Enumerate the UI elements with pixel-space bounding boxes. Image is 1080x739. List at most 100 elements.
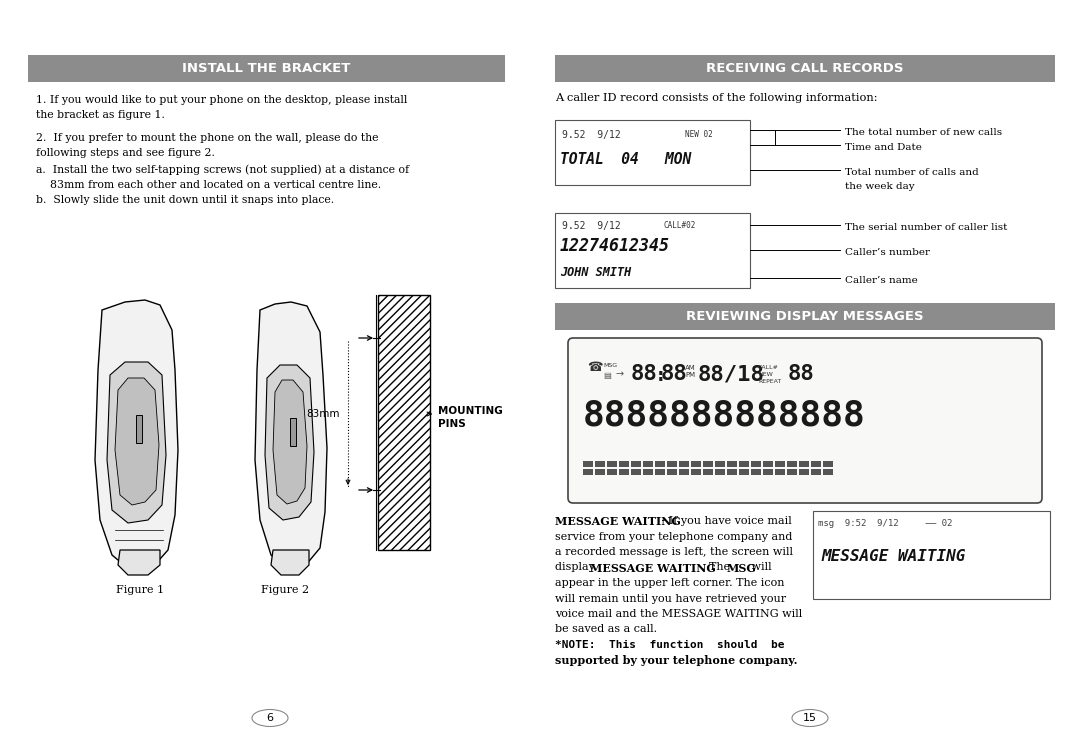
Text: →: → [615, 369, 623, 379]
FancyBboxPatch shape [799, 461, 809, 467]
Text: PINS: PINS [438, 419, 465, 429]
Text: PM: PM [685, 372, 696, 378]
Text: supported by your telephone company.: supported by your telephone company. [555, 655, 797, 667]
FancyBboxPatch shape [679, 461, 689, 467]
Text: the bracket as figure 1.: the bracket as figure 1. [36, 111, 165, 120]
Text: following steps and see figure 2.: following steps and see figure 2. [36, 149, 215, 158]
Polygon shape [114, 378, 159, 505]
Text: 9.52  9/12: 9.52 9/12 [562, 130, 621, 140]
Polygon shape [95, 300, 178, 570]
Polygon shape [265, 365, 314, 520]
Text: CALL#02: CALL#02 [663, 221, 696, 230]
FancyBboxPatch shape [654, 469, 665, 475]
Text: msg  9:52  9/12     —— 02: msg 9:52 9/12 —— 02 [818, 519, 953, 528]
Text: Figure 1: Figure 1 [116, 585, 164, 595]
FancyBboxPatch shape [595, 469, 605, 475]
FancyBboxPatch shape [727, 461, 737, 467]
Text: REVIEWING DISPLAY MESSAGES: REVIEWING DISPLAY MESSAGES [686, 310, 923, 323]
FancyBboxPatch shape [654, 461, 665, 467]
Text: ☎: ☎ [588, 361, 603, 374]
Text: MESSAGE WAITING: MESSAGE WAITING [821, 549, 966, 564]
Text: Caller’s name: Caller’s name [845, 276, 918, 285]
FancyBboxPatch shape [583, 469, 593, 475]
Text: will remain until you have retrieved your: will remain until you have retrieved you… [555, 593, 786, 604]
Text: 15: 15 [804, 713, 816, 723]
Text: 88: 88 [631, 364, 658, 384]
FancyBboxPatch shape [739, 469, 750, 475]
Text: 6: 6 [267, 713, 273, 723]
Polygon shape [273, 380, 307, 504]
FancyBboxPatch shape [775, 469, 785, 475]
Text: appear in the upper left corner. The icon: appear in the upper left corner. The ico… [555, 578, 784, 588]
FancyBboxPatch shape [555, 303, 1055, 330]
Text: Time and Date: Time and Date [845, 143, 922, 152]
FancyBboxPatch shape [715, 461, 725, 467]
Text: service from your telephone company and: service from your telephone company and [555, 531, 793, 542]
Text: . The: . The [702, 562, 733, 573]
FancyBboxPatch shape [823, 469, 833, 475]
Polygon shape [118, 550, 160, 575]
FancyBboxPatch shape [619, 469, 629, 475]
Text: JOHN SMITH: JOHN SMITH [561, 266, 631, 279]
Text: voice mail and the MESSAGE WAITING will: voice mail and the MESSAGE WAITING will [555, 609, 802, 619]
FancyBboxPatch shape [291, 418, 296, 446]
Text: AM: AM [685, 365, 696, 371]
FancyBboxPatch shape [762, 469, 773, 475]
Text: Total number of calls and: Total number of calls and [845, 168, 978, 177]
FancyBboxPatch shape [667, 461, 677, 467]
FancyBboxPatch shape [555, 55, 1055, 82]
Text: :: : [654, 366, 666, 385]
Text: 12274612345: 12274612345 [561, 237, 670, 255]
Text: MESSAGE WAITING: MESSAGE WAITING [555, 516, 680, 527]
FancyBboxPatch shape [727, 469, 737, 475]
FancyBboxPatch shape [823, 461, 833, 467]
Text: 2.  If you prefer to mount the phone on the wall, please do the: 2. If you prefer to mount the phone on t… [36, 133, 378, 143]
Text: MSG: MSG [727, 562, 757, 573]
FancyBboxPatch shape [595, 461, 605, 467]
Text: *NOTE:  This  function  should  be: *NOTE: This function should be [555, 640, 784, 650]
Text: b.  Slowly slide the unit down until it snaps into place.: b. Slowly slide the unit down until it s… [36, 195, 334, 205]
Text: 88: 88 [788, 364, 814, 384]
FancyBboxPatch shape [136, 415, 141, 443]
Text: 8888888888888: 8888888888888 [583, 398, 866, 432]
Text: a recorded message is left, the screen will: a recorded message is left, the screen w… [555, 547, 793, 557]
Text: A caller ID record consists of the following information:: A caller ID record consists of the follo… [555, 93, 877, 103]
Text: NEW: NEW [758, 372, 773, 377]
Text: Caller’s number: Caller’s number [845, 248, 930, 257]
FancyBboxPatch shape [811, 461, 821, 467]
Text: display: display [555, 562, 598, 573]
Text: a.  Install the two self-tapping screws (not supplied) at a distance of: a. Install the two self-tapping screws (… [36, 164, 409, 174]
FancyBboxPatch shape [28, 55, 505, 82]
Text: The serial number of caller list: The serial number of caller list [845, 223, 1008, 232]
FancyBboxPatch shape [787, 469, 797, 475]
FancyBboxPatch shape [631, 461, 642, 467]
Text: 83mm from each other and located on a vertical centre line.: 83mm from each other and located on a ve… [36, 180, 381, 189]
FancyBboxPatch shape [667, 469, 677, 475]
Text: NEW 02: NEW 02 [685, 130, 713, 139]
FancyBboxPatch shape [643, 469, 653, 475]
FancyBboxPatch shape [775, 461, 785, 467]
FancyBboxPatch shape [787, 461, 797, 467]
FancyBboxPatch shape [607, 461, 617, 467]
FancyBboxPatch shape [643, 461, 653, 467]
Text: INSTALL THE BRACKET: INSTALL THE BRACKET [183, 62, 351, 75]
FancyBboxPatch shape [691, 461, 701, 467]
FancyBboxPatch shape [631, 469, 642, 475]
Text: be saved as a call.: be saved as a call. [555, 624, 657, 635]
Text: 88/18: 88/18 [698, 364, 765, 384]
Text: MESSAGE WAITING: MESSAGE WAITING [590, 562, 716, 573]
Polygon shape [271, 550, 309, 575]
FancyBboxPatch shape [555, 213, 750, 288]
Text: will: will [748, 562, 771, 573]
FancyBboxPatch shape [703, 461, 713, 467]
FancyBboxPatch shape [568, 338, 1042, 503]
Text: 9.52  9/12: 9.52 9/12 [562, 221, 621, 231]
Text: TOTAL  04   MON: TOTAL 04 MON [561, 152, 691, 167]
Text: REPEAT: REPEAT [758, 379, 781, 384]
Text: MOUNTING: MOUNTING [438, 406, 503, 416]
FancyBboxPatch shape [703, 469, 713, 475]
FancyBboxPatch shape [811, 469, 821, 475]
FancyBboxPatch shape [555, 120, 750, 185]
Text: Figure 2: Figure 2 [261, 585, 309, 595]
Text: the week day: the week day [845, 182, 915, 191]
